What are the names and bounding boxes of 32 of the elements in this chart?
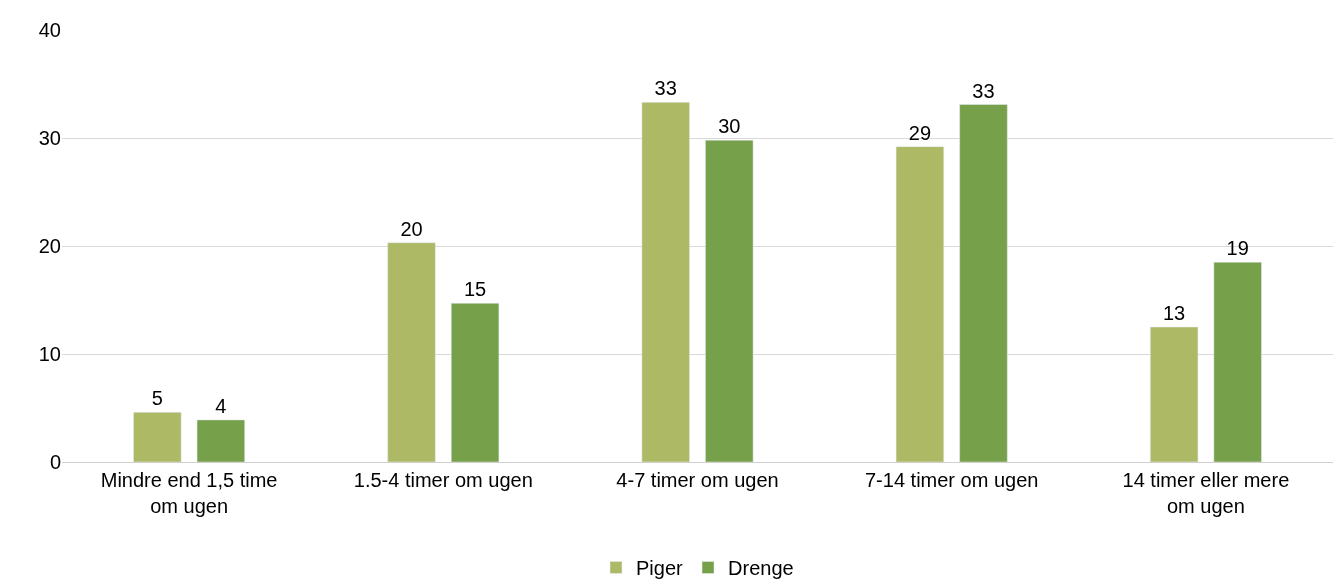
x-tick-label: 14 timer eller mere om ugen [1122, 469, 1290, 517]
legend-label: Drenge [728, 557, 794, 580]
legend-label: Piger [636, 557, 684, 580]
data-label: 19 [1226, 237, 1249, 260]
bar [641, 102, 690, 462]
y-tick-label: 30 [38, 127, 61, 149]
x-tick-label: 1.5-4 timer om ugen [353, 469, 533, 491]
x-tick-label: 4-7 timer om ugen [616, 469, 779, 491]
bar [450, 302, 500, 462]
x-tick-label: 7-14 timer om ugen [864, 469, 1039, 491]
data-label: 29 [908, 121, 932, 144]
y-tick-label: 0 [49, 451, 61, 473]
y-tick-label: 10 [38, 343, 61, 365]
y-tick-label: 20 [38, 235, 61, 257]
bar [1213, 261, 1262, 462]
data-label: 4 [215, 394, 227, 417]
x-tick-label: Mindre end 1,5 time om ugen [100, 469, 278, 517]
data-label: 33 [972, 79, 995, 102]
data-label: 13 [1163, 302, 1186, 324]
bar [895, 146, 945, 462]
bar [196, 419, 245, 462]
bar [959, 104, 1008, 462]
bar [133, 412, 182, 462]
y-tick-label: 40 [38, 19, 61, 41]
bar [705, 139, 754, 462]
data-label: 5 [151, 387, 163, 410]
data-label: 33 [654, 77, 677, 100]
bar [387, 242, 436, 462]
data-label: 20 [400, 217, 423, 240]
data-label: 30 [718, 115, 741, 138]
bar [1150, 326, 1199, 462]
data-label: 15 [463, 278, 487, 301]
